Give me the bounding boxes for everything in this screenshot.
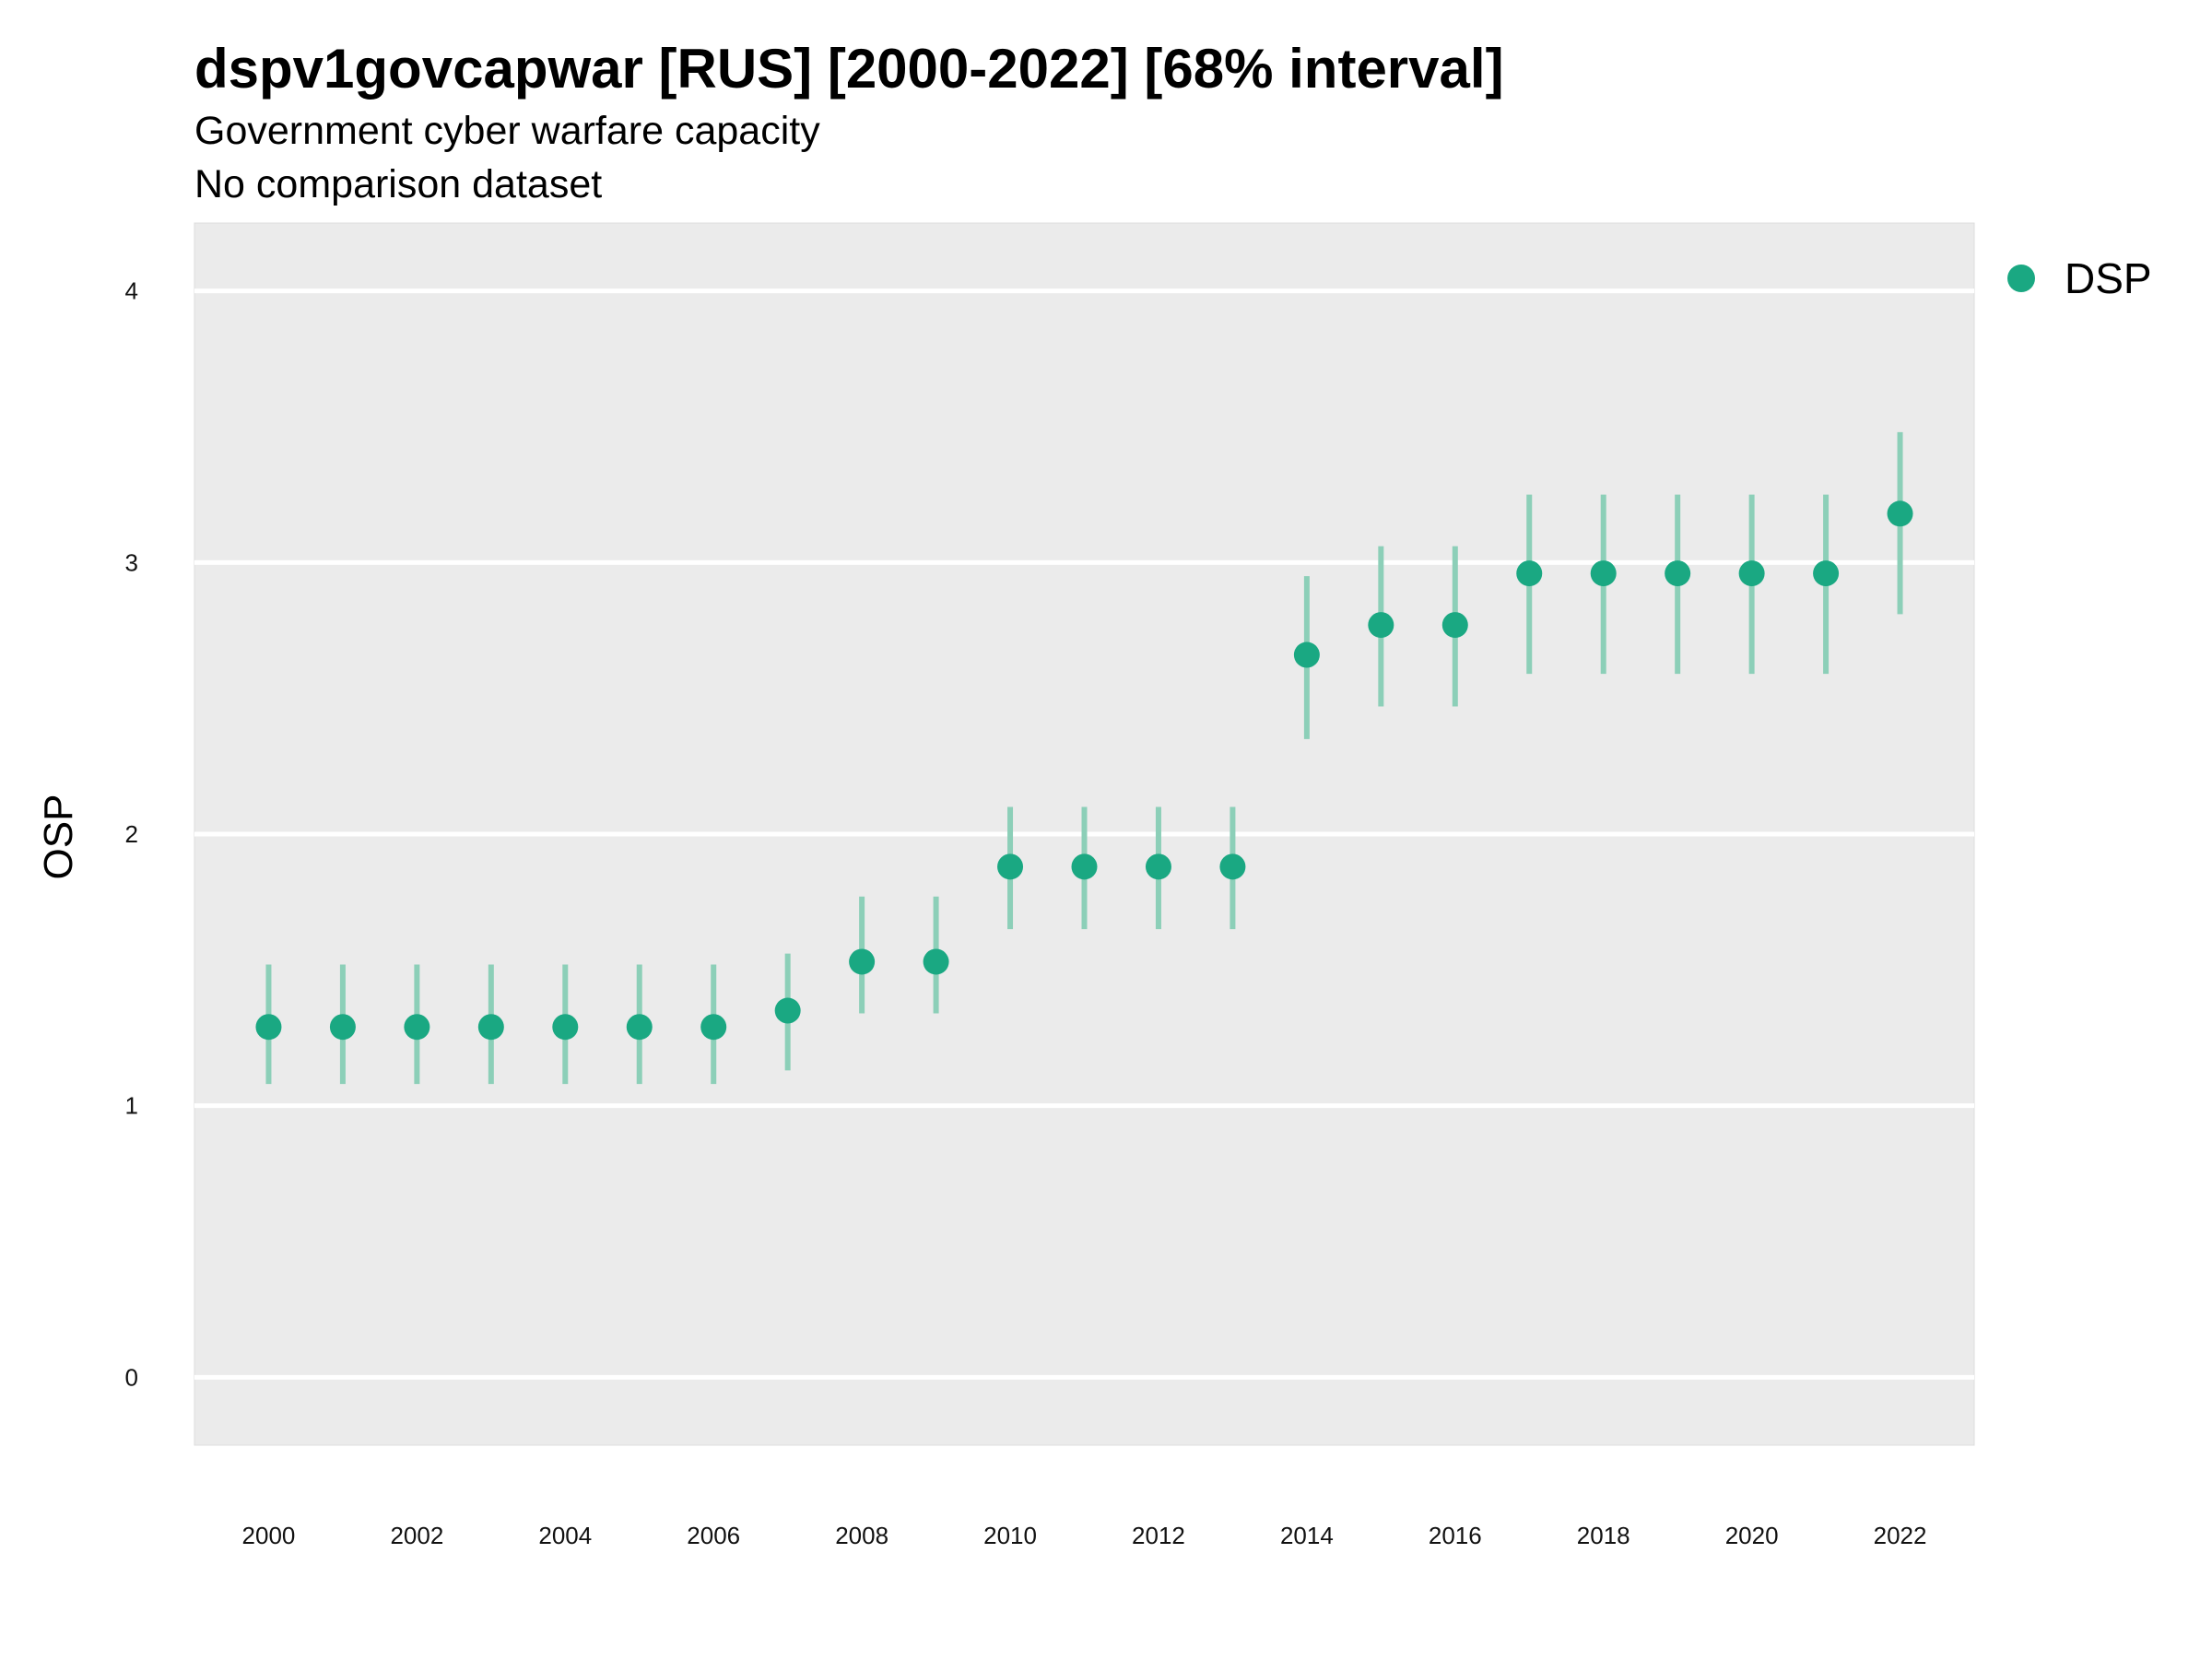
legend-point-icon [2007, 265, 2035, 292]
x-tick-label: 2014 [1280, 1522, 1334, 1549]
chart-title: dspv1govcapwar [RUS] [2000-2022] [68% in… [194, 38, 1504, 100]
grid-lines [194, 288, 1974, 1380]
y-tick-label: 2 [125, 820, 138, 848]
data-point [1368, 612, 1394, 639]
legend: DSP [2007, 254, 2152, 302]
x-tick-label: 2008 [835, 1522, 888, 1549]
data-point [1665, 560, 1691, 587]
data-point [477, 1014, 504, 1041]
data-point [1516, 560, 1543, 587]
x-tick-label: 2012 [1132, 1522, 1185, 1549]
x-tick-labels: 2000 2002 2004 2006 2008 2010 2012 2014 2016 2018… [242, 1522, 1927, 1549]
data-point [1887, 500, 1913, 527]
y-tick-label: 1 [125, 1092, 138, 1120]
data-point [1293, 641, 1320, 668]
x-tick-label: 2016 [1429, 1522, 1482, 1549]
y-tick-label: 0 [125, 1363, 138, 1391]
data-point [997, 853, 1024, 880]
x-tick-label: 2022 [1874, 1522, 1927, 1549]
data-point [1590, 560, 1617, 587]
y-tick-label: 3 [125, 548, 138, 576]
data-point [255, 1014, 282, 1041]
data-point [626, 1014, 653, 1041]
data-points [255, 500, 1913, 1041]
x-tick-label: 2020 [1725, 1522, 1779, 1549]
y-axis-label: OSP [36, 794, 81, 880]
data-point [1219, 853, 1246, 880]
data-point [774, 997, 801, 1024]
data-point [1813, 560, 1840, 587]
data-point [1145, 853, 1171, 880]
data-point [404, 1014, 430, 1041]
data-point [552, 1014, 579, 1041]
x-tick-label: 2000 [242, 1522, 296, 1549]
x-tick-label: 2002 [390, 1522, 443, 1549]
x-tick-label: 2006 [687, 1522, 740, 1549]
data-point [849, 948, 876, 975]
x-tick-label: 2004 [538, 1522, 592, 1549]
data-point [923, 948, 949, 975]
y-tick-label: 4 [125, 277, 138, 305]
legend-label-dsp: DSP [2065, 254, 2152, 302]
data-point [1738, 560, 1765, 587]
y-tick-labels: 0 1 2 3 4 [125, 277, 138, 1392]
chart-caption: No comparison dataset [194, 162, 602, 206]
chart-subtitle: Government cyber warfare capacity [194, 109, 820, 153]
x-tick-label: 2010 [983, 1522, 1037, 1549]
data-point [329, 1014, 356, 1041]
x-tick-label: 2018 [1577, 1522, 1630, 1549]
data-point [1441, 612, 1468, 639]
data-point [1071, 853, 1098, 880]
data-point [700, 1014, 727, 1041]
